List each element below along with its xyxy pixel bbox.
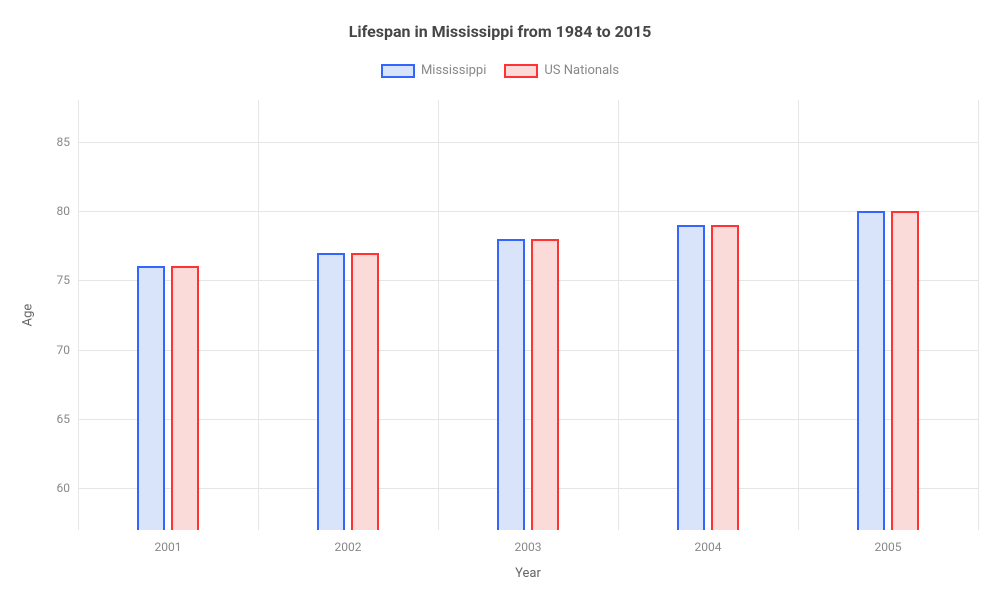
y-tick-label: 60 xyxy=(57,481,79,495)
gridline-vertical xyxy=(258,100,259,530)
y-tick-label: 85 xyxy=(57,135,79,149)
y-tick-label: 65 xyxy=(57,412,79,426)
y-tick-label: 80 xyxy=(57,204,79,218)
y-axis-label: Age xyxy=(21,304,36,327)
bar xyxy=(677,225,705,530)
bar xyxy=(171,266,199,530)
x-tick-label: 2003 xyxy=(515,530,542,554)
gridline-vertical xyxy=(438,100,439,530)
gridline-vertical xyxy=(798,100,799,530)
y-tick-label: 70 xyxy=(57,343,79,357)
bar xyxy=(711,225,739,530)
chart-container: Lifespan in Mississippi from 1984 to 201… xyxy=(0,0,1000,600)
gridline-horizontal xyxy=(78,280,978,281)
legend-label-us-nationals: US Nationals xyxy=(544,63,619,78)
gridline-horizontal xyxy=(78,142,978,143)
x-tick-label: 2005 xyxy=(875,530,902,554)
bar xyxy=(351,253,379,530)
x-tick-label: 2001 xyxy=(155,530,182,554)
x-tick-label: 2004 xyxy=(695,530,722,554)
legend-item-mississippi: Mississippi xyxy=(381,63,486,78)
gridline-vertical xyxy=(618,100,619,530)
chart-title: Lifespan in Mississippi from 1984 to 201… xyxy=(0,0,1000,41)
gridline-vertical xyxy=(978,100,979,530)
bar xyxy=(317,253,345,530)
gridline-horizontal xyxy=(78,350,978,351)
gridline-horizontal xyxy=(78,419,978,420)
legend: Mississippi US Nationals xyxy=(0,63,1000,78)
x-axis-label: Year xyxy=(515,566,541,581)
gridline-vertical xyxy=(78,100,79,530)
gridline-horizontal xyxy=(78,488,978,489)
plot-area: 60657075808520012002200320042005 xyxy=(78,100,978,530)
gridline-horizontal xyxy=(78,211,978,212)
bar xyxy=(531,239,559,530)
bar xyxy=(497,239,525,530)
bar xyxy=(137,266,165,530)
legend-label-mississippi: Mississippi xyxy=(421,63,486,78)
x-tick-label: 2002 xyxy=(335,530,362,554)
legend-item-us-nationals: US Nationals xyxy=(504,63,619,78)
y-tick-label: 75 xyxy=(57,273,79,287)
bar xyxy=(891,211,919,530)
legend-swatch-us-nationals xyxy=(504,64,538,78)
legend-swatch-mississippi xyxy=(381,64,415,78)
bar xyxy=(857,211,885,530)
